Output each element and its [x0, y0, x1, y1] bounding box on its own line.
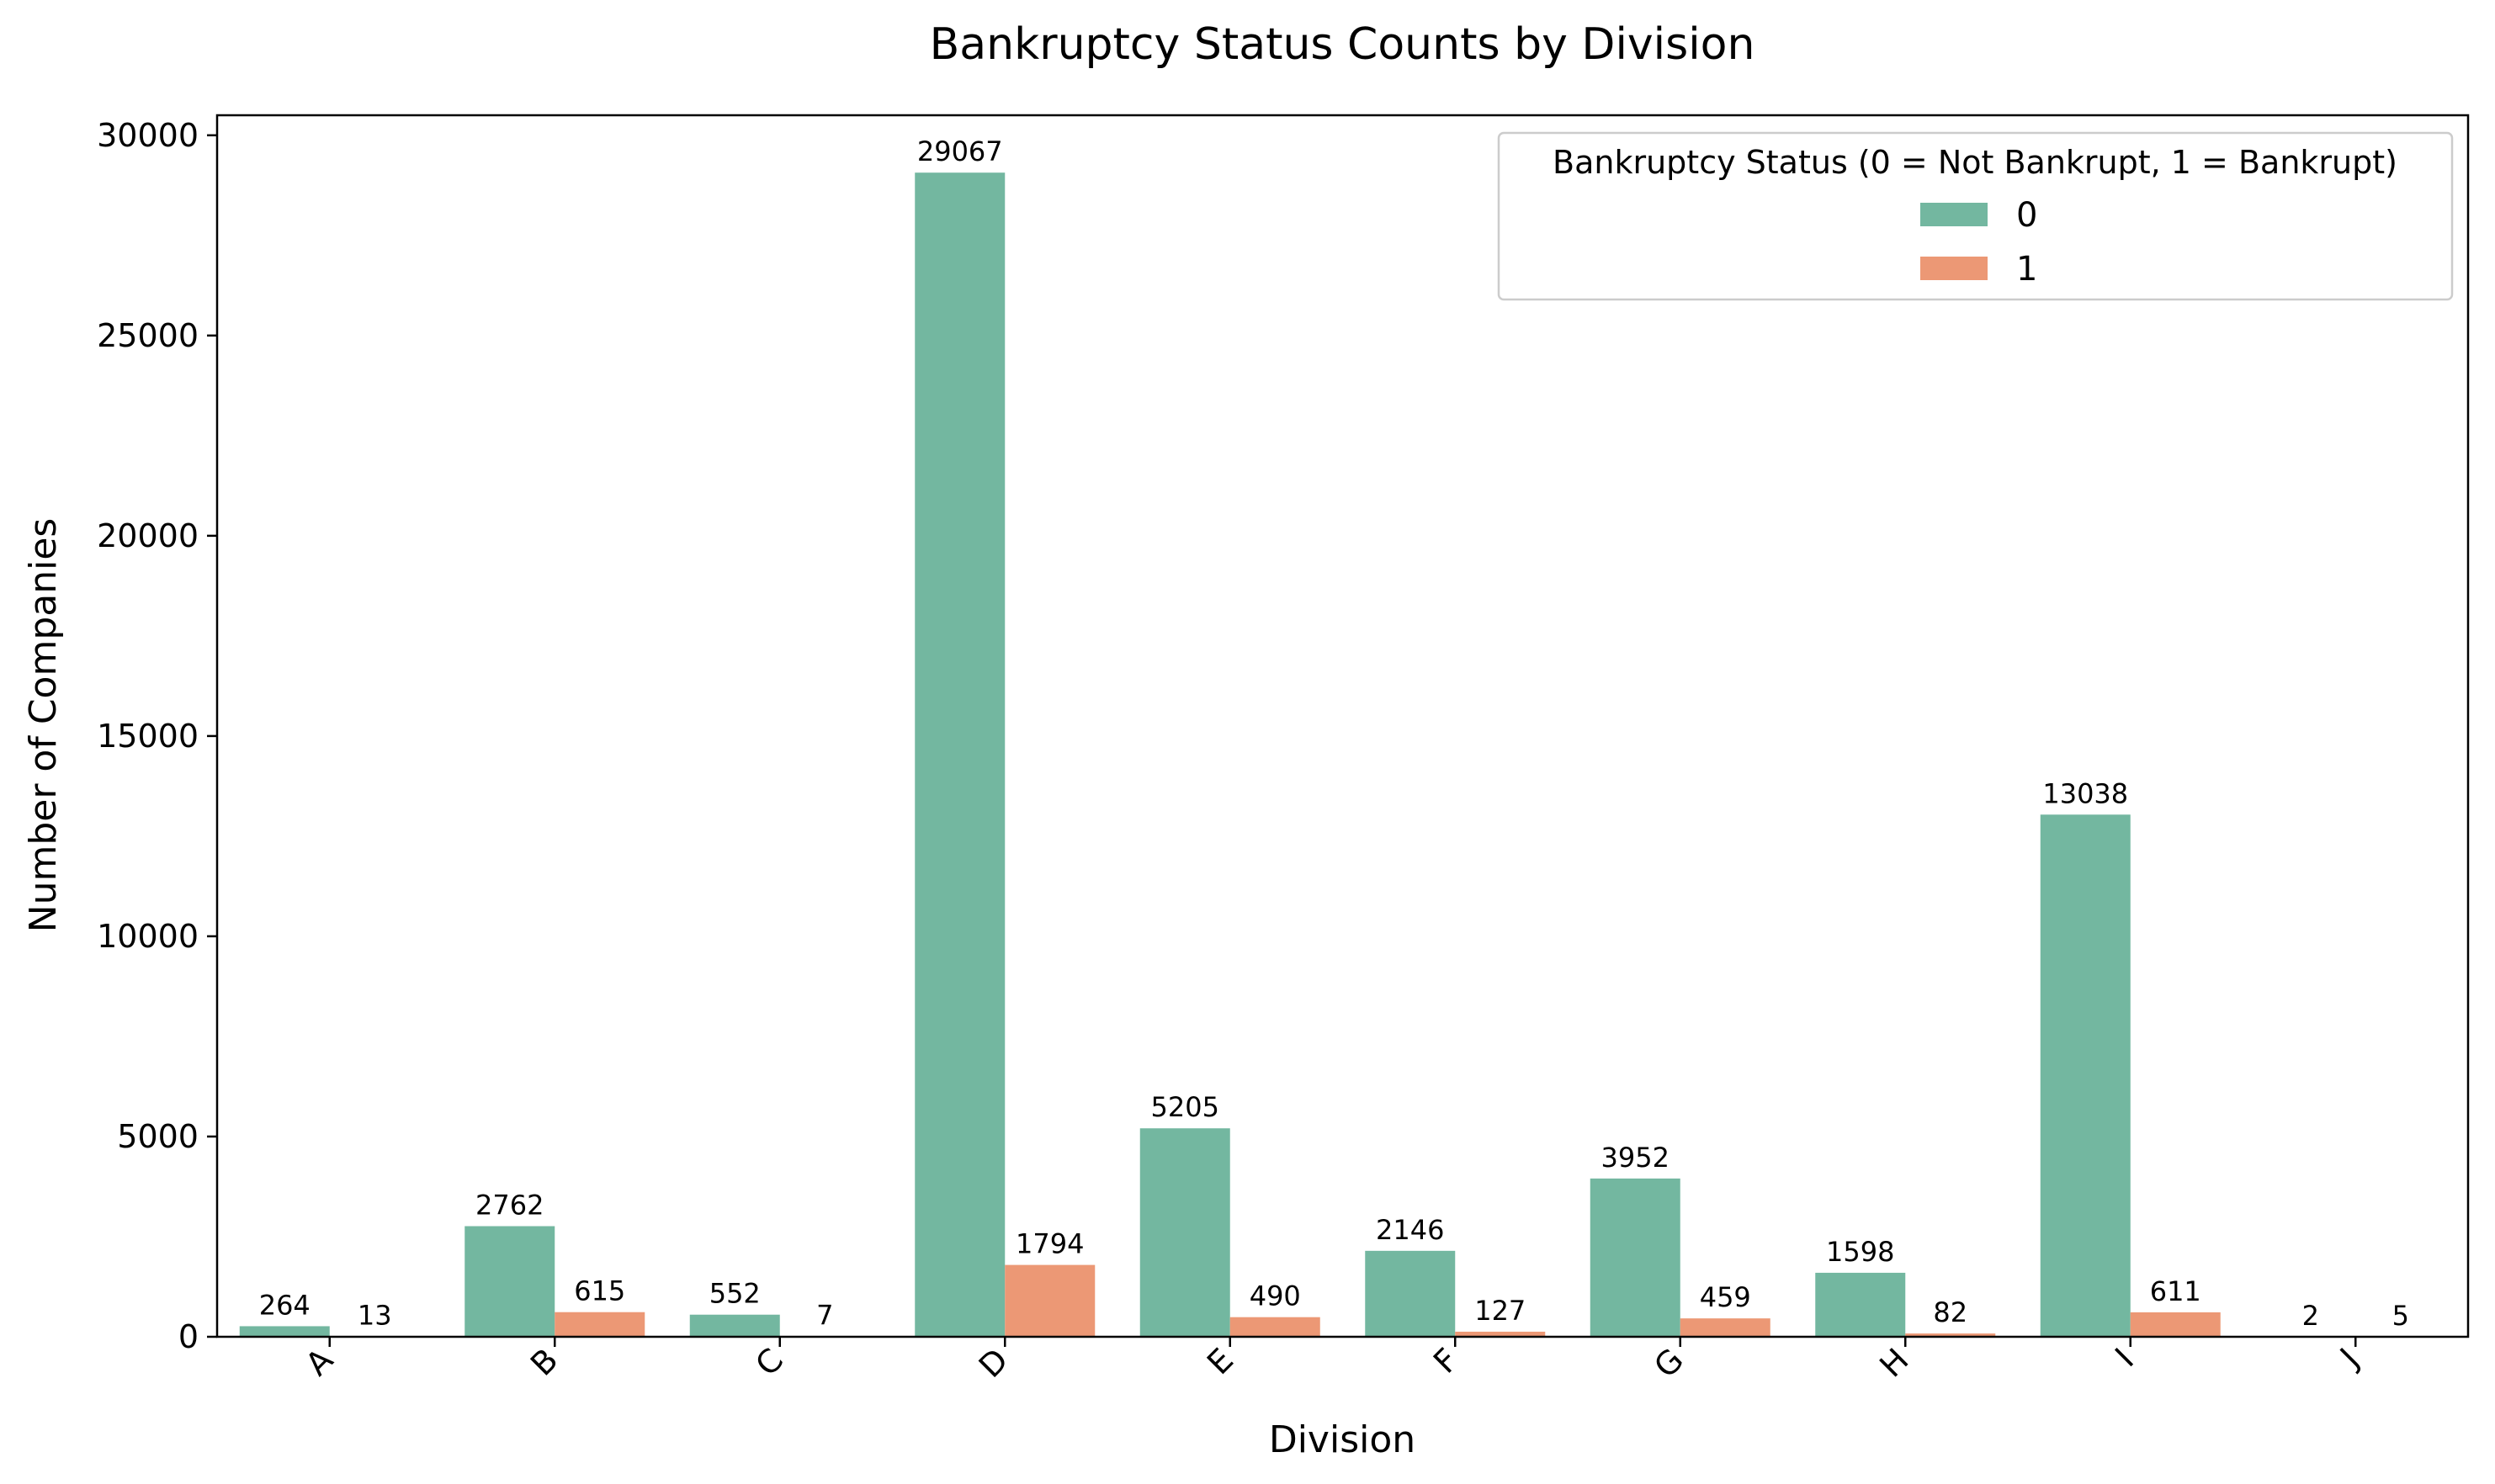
- bar-value-label: 2: [2302, 1300, 2319, 1332]
- bar-E-series-0: [1140, 1128, 1230, 1337]
- y-tick-label: 5000: [117, 1118, 199, 1155]
- bar-value-label: 127: [1474, 1295, 1526, 1327]
- y-tick-label: 25000: [97, 317, 199, 354]
- bar-H-series-0: [1815, 1273, 1905, 1337]
- legend-swatch-1: [1920, 257, 1988, 280]
- bar-value-label: 13: [358, 1299, 392, 1331]
- y-tick-label: 0: [178, 1318, 199, 1355]
- chart-title: Bankruptcy Status Counts by Division: [930, 19, 1755, 70]
- bar-value-label: 1598: [1826, 1236, 1894, 1268]
- bar-value-label: 615: [574, 1275, 625, 1307]
- y-tick-label: 10000: [97, 918, 199, 955]
- bar-value-label: 611: [2150, 1275, 2201, 1307]
- bar-D-series-1: [1005, 1265, 1095, 1337]
- legend-label-0: 0: [2016, 196, 2037, 235]
- bar-value-label: 1794: [1016, 1228, 1084, 1260]
- bar-D-series-0: [915, 172, 1005, 1337]
- legend-label-1: 1: [2016, 250, 2037, 289]
- bar-C-series-0: [690, 1315, 780, 1337]
- legend-swatch-0: [1920, 203, 1988, 226]
- bar-value-label: 459: [1700, 1281, 1751, 1313]
- bar-value-label: 82: [1933, 1296, 1967, 1328]
- bar-B-series-0: [464, 1227, 555, 1337]
- bar-value-label: 3952: [1601, 1142, 1670, 1174]
- bar-F-series-0: [1365, 1251, 1455, 1337]
- bar-value-label: 490: [1250, 1280, 1301, 1312]
- bar-A-series-0: [240, 1326, 330, 1337]
- bar-value-label: 5: [2392, 1300, 2409, 1332]
- y-axis-label: Number of Companies: [22, 518, 65, 933]
- y-tick-label: 30000: [97, 117, 199, 154]
- bar-I-series-0: [2041, 814, 2131, 1337]
- bar-value-label: 2146: [1376, 1214, 1444, 1246]
- bar-value-label: 552: [709, 1278, 761, 1310]
- bar-value-label: 5205: [1151, 1091, 1219, 1123]
- bar-E-series-1: [1230, 1317, 1320, 1337]
- bar-I-series-1: [2131, 1312, 2221, 1337]
- y-tick-label: 15000: [97, 718, 199, 755]
- bar-B-series-1: [555, 1312, 645, 1337]
- bar-value-label: 7: [816, 1300, 833, 1332]
- y-tick-label: 20000: [97, 517, 199, 554]
- legend: Bankruptcy Status (0 = Not Bankrupt, 1 =…: [1499, 133, 2452, 299]
- bar-value-label: 13038: [2042, 777, 2128, 809]
- bar-G-series-0: [1590, 1179, 1680, 1337]
- x-axis-label: Division: [1269, 1418, 1415, 1461]
- bar-value-label: 29067: [917, 135, 1003, 167]
- bar-G-series-1: [1680, 1318, 1770, 1337]
- legend-title: Bankruptcy Status (0 = Not Bankrupt, 1 =…: [1553, 144, 2397, 181]
- bar-value-label: 264: [259, 1289, 311, 1321]
- bar-value-label: 2762: [475, 1190, 544, 1222]
